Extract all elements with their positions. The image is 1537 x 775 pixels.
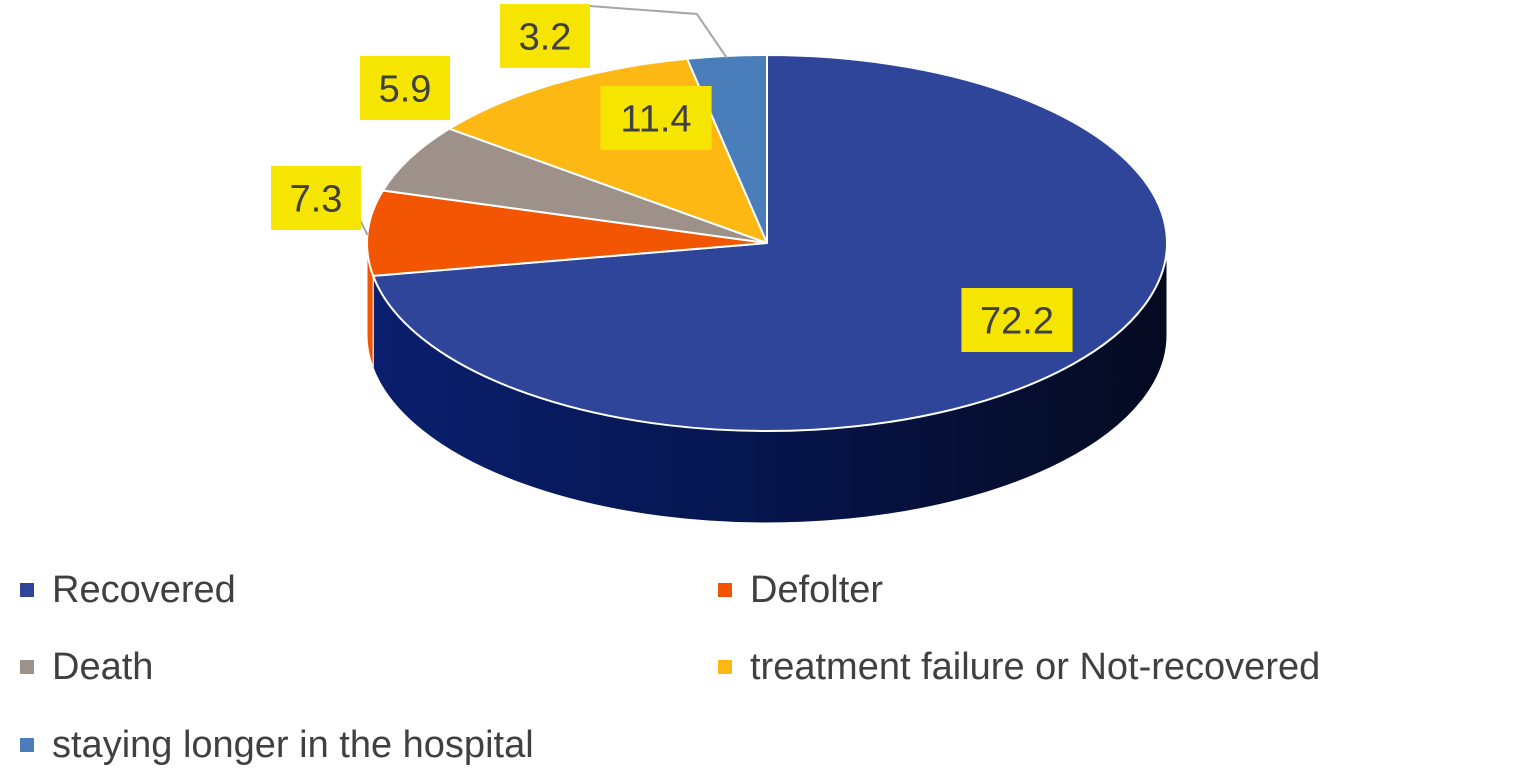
data-label-defolter: 7.3 — [290, 178, 343, 220]
legend-item-staying-longer: staying longer in the hospital — [20, 715, 534, 775]
legend-item-recovered: Recovered — [20, 560, 236, 620]
legend-item-defolter: Defolter — [718, 560, 883, 620]
data-label-death: 5.9 — [379, 68, 432, 110]
legend-label: treatment failure or Not-recovered — [750, 645, 1321, 688]
legend-swatch-treatment-failure — [718, 660, 732, 674]
data-label-staying-longer-in-the-hospital: 3.2 — [519, 16, 572, 58]
legend-swatch-death — [20, 660, 34, 674]
data-label-box-staying-longer-in-the-hospital — [500, 4, 590, 68]
legend-label: Recovered — [52, 568, 236, 611]
pie-chart: 72.2 7.3 5.9 11.4 3.2 — [271, 4, 1168, 524]
legend-swatch-recovered — [20, 583, 34, 597]
data-label-treatment-failure-or-not-recovered: 11.4 — [620, 98, 691, 140]
leader-line-staying-longer-in-the-hospital — [589, 5, 728, 59]
legend-label: Death — [52, 645, 154, 688]
data-label-box-death — [360, 56, 450, 120]
slice-death — [381, 127, 768, 244]
data-label-box-defolter — [271, 166, 361, 230]
data-label-box-treatment-failure-or-not-recovered — [600, 86, 712, 150]
data-label-recovered: 72.2 — [980, 300, 1054, 342]
legend: Recovered Defolter Death treatment failu… — [0, 560, 1537, 767]
data-label-box-recovered — [961, 288, 1073, 352]
legend-item-death: Death — [20, 637, 153, 697]
legend-label: staying longer in the hospital — [52, 723, 534, 766]
legend-swatch-defolter — [718, 583, 732, 597]
legend-item-treatment-failure: treatment failure or Not-recovered — [718, 637, 1320, 697]
legend-swatch-staying-longer — [20, 738, 34, 752]
legend-label: Defolter — [750, 568, 884, 611]
